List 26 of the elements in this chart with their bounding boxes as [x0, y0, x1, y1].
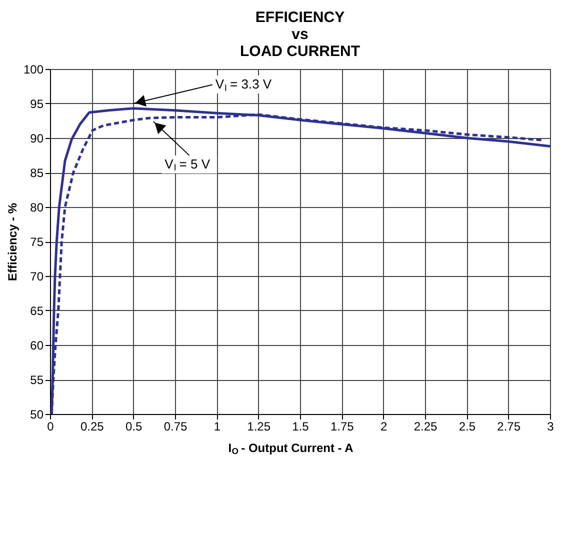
x-tick-label: 2.5: [458, 420, 476, 434]
y-axis-title: Efficiency - %: [5, 202, 20, 282]
y-tick-label: 80: [30, 200, 44, 214]
y-tick-label: 95: [30, 97, 44, 111]
x-tick-label: 2.75: [497, 420, 521, 434]
y-tick-label: 50: [30, 408, 44, 422]
x-tick-label: 0.25: [80, 420, 104, 434]
x-tick-label: 1.75: [330, 420, 354, 434]
x-tick-label: 2.25: [414, 420, 438, 434]
x-tick-label: 1.5: [292, 420, 310, 434]
x-tick-label: 0: [47, 420, 54, 434]
x-tick-label: 3: [547, 420, 554, 434]
y-tick-label: 75: [30, 235, 44, 249]
y-tick-label: 55: [30, 373, 44, 387]
y-tick-label: 65: [30, 304, 44, 318]
x-tick-label: 2: [380, 420, 388, 434]
chart-title: EFFICIENCY vs LOAD CURRENT: [240, 9, 360, 60]
y-tick-label: 70: [30, 270, 44, 284]
y-tick-label: 60: [30, 338, 44, 352]
y-tick-label: 100: [23, 62, 44, 76]
y-tick-label: 85: [30, 166, 44, 180]
x-tick-label: 1: [214, 420, 221, 434]
x-tick-label: 0.75: [164, 420, 188, 434]
x-tick-label: 1.25: [247, 420, 271, 434]
y-tick-label: 90: [30, 132, 44, 146]
x-tick-label: 0.5: [125, 420, 142, 434]
